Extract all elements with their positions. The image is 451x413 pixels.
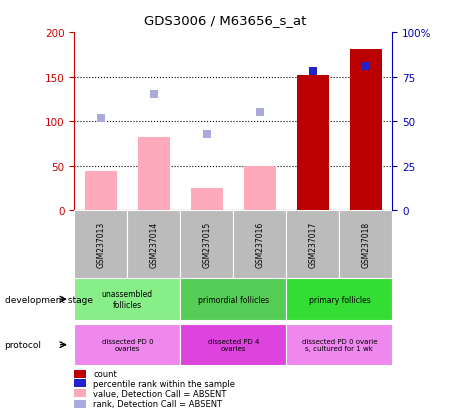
Text: GSM237017: GSM237017 (308, 222, 318, 268)
Bar (234, 211, 286, 279)
Bar (138, 138, 170, 211)
Text: primordial follicles: primordial follicles (198, 295, 269, 304)
Bar (85, 171, 117, 211)
Bar (244, 166, 276, 211)
Bar (180, 324, 286, 366)
Text: percentile rank within the sample: percentile rank within the sample (93, 379, 235, 388)
Text: dissected PD 4
ovaries: dissected PD 4 ovaries (208, 338, 259, 351)
Bar (74, 389, 86, 397)
Bar (127, 211, 180, 279)
Text: GSM237018: GSM237018 (361, 222, 370, 268)
Text: protocol: protocol (5, 340, 41, 349)
Bar (180, 279, 286, 320)
Point (256, 109, 263, 116)
Point (203, 131, 211, 138)
Bar (74, 324, 180, 366)
Text: GSM237014: GSM237014 (149, 222, 158, 268)
Point (150, 92, 157, 99)
Point (309, 69, 317, 76)
Text: dissected PD 0
ovaries: dissected PD 0 ovaries (101, 338, 153, 351)
Bar (74, 211, 127, 279)
Text: development stage: development stage (5, 295, 92, 304)
Bar (74, 400, 86, 408)
Bar (74, 370, 86, 378)
Text: unassembled
follicles: unassembled follicles (102, 290, 153, 309)
Bar (286, 211, 339, 279)
Text: rank, Detection Call = ABSENT: rank, Detection Call = ABSENT (93, 399, 222, 408)
Point (97, 115, 105, 121)
Text: primary follicles: primary follicles (308, 295, 370, 304)
Text: value, Detection Call = ABSENT: value, Detection Call = ABSENT (93, 389, 226, 398)
Text: GDS3006 / M63656_s_at: GDS3006 / M63656_s_at (144, 14, 307, 27)
Text: GSM237016: GSM237016 (255, 222, 264, 268)
Bar (74, 379, 86, 387)
Bar (180, 211, 234, 279)
Bar (191, 188, 223, 211)
Bar (286, 324, 392, 366)
Bar (74, 279, 180, 320)
Text: count: count (93, 369, 117, 378)
Point (362, 64, 369, 70)
Text: GSM237013: GSM237013 (97, 222, 106, 268)
Text: GSM237015: GSM237015 (202, 222, 212, 268)
Bar (350, 50, 382, 211)
Text: dissected PD 0 ovarie
s, cultured for 1 wk: dissected PD 0 ovarie s, cultured for 1 … (302, 338, 377, 351)
Bar (297, 76, 329, 211)
Bar (339, 211, 392, 279)
Bar (286, 279, 392, 320)
